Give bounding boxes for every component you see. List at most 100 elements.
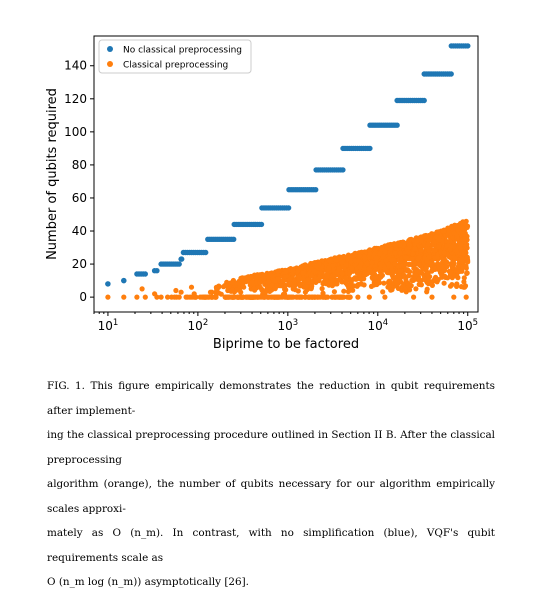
data-point-orange	[282, 294, 288, 300]
data-point-orange	[266, 294, 272, 300]
caption-line-5: O (n_m log (n_m)) asymptotically [26].	[47, 576, 249, 588]
data-point-orange	[272, 278, 278, 284]
data-point-orange	[397, 268, 403, 274]
data-point-orange	[441, 228, 447, 234]
data-point-orange	[276, 294, 282, 300]
data-point-orange	[233, 287, 239, 293]
legend-marker	[107, 61, 113, 67]
caption-line-3: algorithm (orange), the number of qubits…	[47, 478, 495, 515]
data-point-orange	[329, 277, 335, 283]
data-point-orange	[291, 278, 297, 284]
data-point-orange	[424, 286, 430, 292]
data-point-orange	[324, 272, 330, 278]
data-point-orange	[341, 288, 347, 294]
data-point-orange	[406, 273, 412, 279]
data-point-orange	[176, 294, 182, 300]
data-point-orange	[381, 280, 387, 286]
data-point-orange	[354, 268, 361, 275]
data-point-orange	[165, 294, 171, 300]
data-point-orange	[455, 268, 461, 275]
data-point-orange	[428, 262, 434, 268]
data-point-orange	[421, 272, 427, 278]
data-point-orange	[320, 290, 326, 296]
data-point-orange	[450, 264, 456, 270]
data-point-orange	[447, 238, 453, 244]
data-point-orange	[462, 236, 468, 242]
data-point-orange	[334, 281, 340, 287]
data-point-orange	[461, 249, 467, 255]
data-point-orange	[409, 256, 415, 262]
data-point-blue	[367, 145, 373, 152]
data-point-orange	[452, 222, 458, 228]
data-point-orange	[326, 265, 332, 271]
data-point-orange	[392, 261, 398, 267]
data-point-orange	[289, 294, 295, 300]
data-point-orange	[397, 250, 403, 256]
data-point-orange	[403, 255, 409, 261]
data-point-orange	[410, 251, 416, 257]
data-point-orange	[278, 282, 284, 289]
data-point-orange	[387, 278, 393, 284]
data-point-orange	[357, 264, 363, 270]
data-point-orange	[367, 247, 373, 253]
data-point-orange	[235, 294, 241, 300]
data-point-orange	[283, 268, 289, 274]
data-point-orange	[385, 284, 391, 290]
y-tick-label: 80	[72, 158, 87, 172]
data-point-orange	[405, 280, 411, 287]
data-point-orange	[225, 294, 231, 300]
data-point-orange	[396, 272, 402, 278]
data-point-orange	[423, 265, 429, 271]
data-point-orange	[459, 268, 465, 274]
data-point-orange	[377, 251, 383, 257]
data-point-orange	[382, 265, 388, 271]
data-point-orange	[265, 279, 272, 285]
data-point-orange	[230, 294, 236, 300]
data-point-orange	[459, 225, 465, 231]
data-point-orange	[343, 280, 349, 286]
data-point-orange	[461, 279, 467, 285]
data-point-orange	[264, 286, 270, 293]
data-point-orange	[411, 294, 417, 300]
data-point-orange	[376, 280, 382, 286]
data-point-orange	[441, 280, 447, 286]
data-point-orange	[421, 233, 428, 239]
data-point-orange	[429, 294, 435, 300]
data-point-orange	[451, 243, 457, 250]
data-point-orange	[426, 278, 432, 284]
data-point-orange	[435, 229, 441, 235]
data-point-orange	[432, 276, 438, 282]
x-axis-label: Biprime to be factored	[213, 337, 359, 352]
data-point-orange	[142, 294, 148, 300]
data-point-orange	[349, 265, 355, 271]
data-point-orange	[301, 277, 307, 283]
data-point-orange	[454, 283, 460, 289]
data-point-orange	[305, 279, 311, 285]
data-point-blue	[176, 261, 182, 267]
data-point-orange	[158, 294, 164, 300]
data-point-orange	[188, 284, 195, 290]
data-point-orange	[191, 291, 197, 297]
data-point-blue	[142, 271, 148, 277]
scatter-chart: 0 20 40 60 80 100 120 140 101 102 103 104 105 Biprime…	[45, 35, 479, 352]
data-point-orange	[459, 259, 465, 265]
data-point-orange	[269, 273, 276, 279]
data-point-orange	[105, 294, 111, 300]
data-point-blue	[105, 281, 111, 287]
data-point-orange	[418, 282, 424, 288]
data-point-orange	[450, 260, 456, 266]
series-classical-preprocessing	[105, 218, 471, 300]
data-point-blue	[340, 167, 346, 173]
data-point-orange	[361, 282, 367, 288]
data-point-orange	[336, 277, 342, 283]
data-point-orange	[373, 255, 379, 261]
data-point-orange	[361, 254, 367, 260]
data-point-blue	[231, 236, 237, 242]
data-point-orange	[290, 285, 297, 291]
data-point-orange	[464, 270, 470, 276]
data-point-orange	[326, 257, 332, 263]
data-point-orange	[379, 244, 385, 251]
y-tick-label: 40	[72, 224, 87, 238]
x-tick-label: 105	[457, 318, 478, 333]
caption-text-1: This figure empirically demonstrates the…	[47, 380, 496, 417]
